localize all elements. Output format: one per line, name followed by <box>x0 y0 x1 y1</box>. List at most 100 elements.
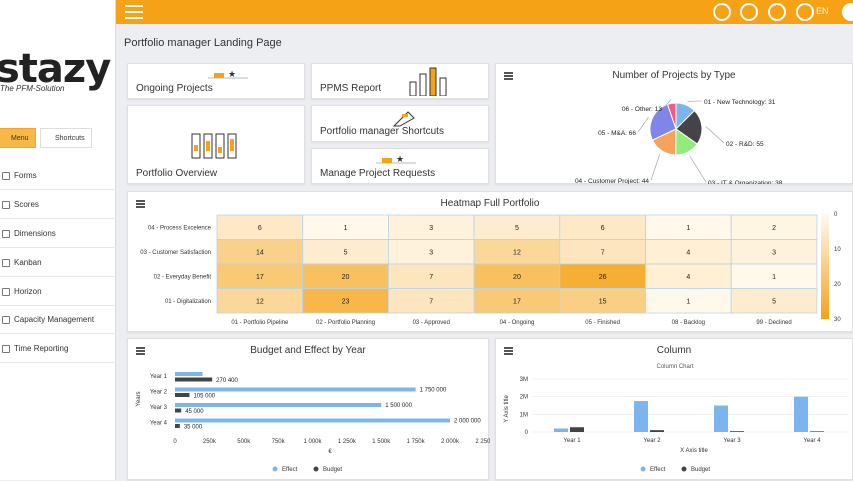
heatmap-cell-value: 3 <box>772 249 776 256</box>
top-bar: EN <box>116 0 853 24</box>
column-y-tick: 2M <box>520 395 528 401</box>
heatmap-cell-value: 2 <box>772 225 776 232</box>
legend-budget-label: Budget <box>323 467 342 473</box>
heatmap-row-label: 04 - Process Excelence <box>148 225 212 231</box>
column-effect-bar <box>554 428 568 432</box>
column-y-tick: 3M <box>520 377 528 383</box>
tile-ongoing-projects[interactable]: ★ Ongoing Projects <box>127 63 305 99</box>
avatar[interactable] <box>842 3 853 21</box>
capacity-icon <box>2 316 10 324</box>
tab-shortcuts-label: Shortcuts <box>55 135 85 142</box>
pie-data-label: 06 - Other: 13 <box>622 106 662 113</box>
svg-text:★: ★ <box>228 69 236 79</box>
heatmap-row-label: 01 - Digitalization <box>165 299 211 305</box>
heatmap-cell-value: 6 <box>601 225 605 232</box>
heatmap-cell-value: 5 <box>344 249 348 256</box>
heatmap-col-label: 05 - Finished <box>585 320 620 326</box>
budget-x-tick: 250k <box>203 439 217 445</box>
ongoing-projects-icon: ★ <box>208 67 268 87</box>
heatmap-cell-value: 5 <box>772 298 776 305</box>
budget-x-tick: 0 <box>173 439 177 445</box>
bar-chart-icon <box>408 66 452 96</box>
budget-category-label: Year 1 <box>150 374 168 380</box>
legend-effect-marker <box>273 467 278 472</box>
sidebar-item-kanban[interactable]: Kanban <box>0 249 116 277</box>
column-x-axis-title: X Axis title <box>680 448 708 454</box>
column-effect-bar <box>634 401 648 432</box>
budget-bar <box>175 424 180 428</box>
forms-icon <box>2 172 10 180</box>
budget-data-label: 35 000 <box>184 425 203 431</box>
column-subtitle: Column Chart <box>656 364 693 370</box>
dimensions-icon <box>2 230 10 238</box>
add-icon[interactable] <box>713 3 731 21</box>
clock-icon <box>2 345 10 353</box>
heatmap-color-scale <box>821 213 829 319</box>
heatmap-cell-value: 6 <box>258 225 262 232</box>
heatmap-row-label: 02 - Everyday Benefit <box>154 274 212 280</box>
column-category-label: Year 2 <box>643 438 661 444</box>
sidebar-item-label: Dimensions <box>14 229 56 238</box>
heatmap-cell-value: 3 <box>429 225 433 232</box>
tab-menu[interactable]: Menu <box>0 128 36 148</box>
effect-data-label: 1 750 000 <box>420 388 447 394</box>
budget-category-label: Year 4 <box>150 421 168 427</box>
heatmap-cell-value: 1 <box>772 274 776 281</box>
heatmap-cell-value: 1 <box>344 225 348 232</box>
tile-label: Ongoing Projects <box>136 83 213 94</box>
page-title: Portfolio manager Landing Page <box>124 37 282 49</box>
budget-x-tick: 1 750k <box>407 439 426 445</box>
effect-data-label: 2 000 000 <box>454 419 481 425</box>
tile-manage-project-requests[interactable]: ★ Manage Project Requests <box>311 148 489 184</box>
heatmap-cell-value: 7 <box>429 274 433 281</box>
kanban-icon <box>2 259 10 267</box>
sidebar-item-forms[interactable]: Forms <box>0 162 116 190</box>
heatmap-cell-value: 26 <box>599 274 607 281</box>
tile-portfolio-manager-shortcuts[interactable]: Portfolio manager Shortcuts <box>311 105 489 142</box>
hamburger-menu-icon[interactable] <box>125 5 143 19</box>
tab-shortcuts[interactable]: Shortcuts <box>40 128 92 148</box>
tile-ppms-report[interactable]: PPMS Report <box>311 63 489 99</box>
heatmap-row-label: 03 - Customer Satisfaction <box>140 250 211 256</box>
heatmap-cell-value: 4 <box>686 249 690 256</box>
globe-icon[interactable] <box>796 3 814 21</box>
upload-icon[interactable] <box>740 3 758 21</box>
heatmap-col-label: 99 - Declined <box>756 320 791 326</box>
tile-label: Manage Project Requests <box>320 168 435 179</box>
heatmap-col-label: 01 - Portfolio Pipeline <box>231 320 289 326</box>
shortcuts-icon <box>390 108 418 128</box>
column-effect-bar <box>714 406 728 433</box>
tab-menu-label: Menu <box>11 135 29 142</box>
budget-bar <box>175 409 181 413</box>
sidebar-item-horizon[interactable]: Horizon <box>0 278 116 306</box>
sidebar-item-label: Capacity Management <box>14 315 94 324</box>
sidebar-item-time-reporting[interactable]: Time Reporting <box>0 335 116 363</box>
heatmap-scale-label: 0 <box>834 212 838 218</box>
budget-x-tick: 1 000k <box>303 439 322 445</box>
heatmap-col-label: 03 - Approved <box>413 320 450 326</box>
effect-bar <box>175 388 416 392</box>
legend-budget-marker <box>314 467 319 472</box>
tile-portfolio-overview[interactable]: Portfolio Overview <box>127 105 305 184</box>
pie-data-label: 04 - Customer Project: 44 <box>575 178 649 184</box>
column-category-label: Year 1 <box>563 438 581 444</box>
logo-tagline: The PFM-Solution <box>0 84 64 93</box>
budget-category-label: Year 2 <box>150 390 168 396</box>
language-selector[interactable]: EN <box>816 6 829 16</box>
pie-data-label: 01 - New Technology: 31 <box>704 99 776 106</box>
sidebar-item-scores[interactable]: Scores <box>0 191 116 219</box>
heatmap-scale-label: 10 <box>834 247 841 253</box>
heatmap-cell-value: 15 <box>599 298 607 305</box>
heatmap-cell-value: 23 <box>342 298 350 305</box>
gear-icon[interactable] <box>768 3 786 21</box>
heatmap-chart: 04 - Process Excelence 6 1 3 5 6 1 2 03 - Custom… <box>128 192 853 333</box>
sidebar-item-dimensions[interactable]: Dimensions <box>0 220 116 248</box>
legend-effect-label: Effect <box>282 467 298 473</box>
sidebar-item-capacity-management[interactable]: Capacity Management <box>0 306 116 334</box>
sidebar-item-label: Horizon <box>14 287 42 296</box>
sidebar-item-label: Forms <box>14 171 37 180</box>
sidebar-tabs: Menu Shortcuts <box>0 128 116 150</box>
horizon-icon <box>2 288 10 296</box>
